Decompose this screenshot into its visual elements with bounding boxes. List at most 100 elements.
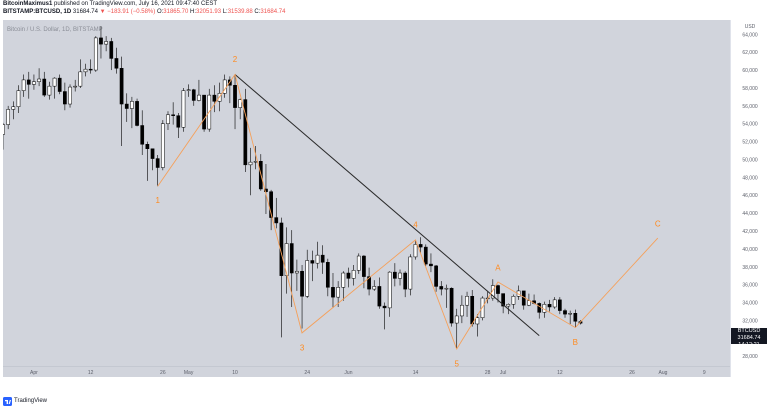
- candle: [104, 36, 108, 52]
- y-tick-label: 32,000: [742, 318, 758, 324]
- candle-body: [573, 313, 578, 322]
- close-value: 31684.74: [260, 9, 286, 15]
- candle: [351, 264, 356, 286]
- candle: [398, 269, 402, 286]
- candle: [109, 37, 114, 71]
- open-value: 31865.70: [163, 9, 189, 15]
- candle: [423, 244, 428, 266]
- wave-label: 1: [155, 196, 160, 205]
- candlestick-chart[interactable]: Bitcoin / U.S. Dollar, 1D, BITSTAMP Apr 1…: [3, 20, 730, 377]
- candle: [315, 241, 320, 269]
- candle: [341, 271, 346, 301]
- candle-body: [197, 94, 201, 101]
- candle-body: [73, 85, 78, 88]
- candle-body: [202, 94, 206, 130]
- last-price-tag: BTCUSD 31684.74 14:12:21: [731, 328, 767, 348]
- candle-body: [57, 77, 62, 92]
- candle: [166, 111, 170, 130]
- trendline-group: [234, 74, 540, 336]
- candle-body: [475, 317, 480, 325]
- publisher-line: BitcoinMaximus1 published on TradingView…: [3, 1, 217, 8]
- candle: [248, 147, 253, 196]
- y-tick-label: 28,000: [742, 354, 758, 360]
- wave-label: A: [495, 263, 501, 272]
- candle: [212, 85, 217, 113]
- candle: [140, 110, 145, 156]
- candle-body: [289, 243, 294, 274]
- y-tick-label: 50,000: [742, 157, 758, 163]
- candle: [413, 239, 418, 260]
- candle: [434, 264, 438, 292]
- footer: TradingView: [0, 394, 200, 409]
- candle-body: [387, 271, 392, 309]
- candle: [155, 155, 160, 187]
- low-label: L:: [222, 9, 228, 15]
- x-tick-label: 24: [304, 370, 310, 376]
- candle: [274, 197, 279, 229]
- publisher-name[interactable]: BitcoinMaximus1: [3, 1, 53, 7]
- plot-background: [3, 20, 730, 377]
- candle-body: [423, 246, 428, 265]
- y-tick-label: 58,000: [742, 86, 758, 92]
- candle-body: [284, 243, 289, 276]
- candle: [130, 96, 134, 129]
- candle: [573, 309, 578, 328]
- tradingview-brand[interactable]: TradingView: [14, 398, 48, 404]
- candle: [305, 249, 310, 299]
- y-ticks: 28,00030,00032,00034,00036,00038,00040,0…: [742, 32, 758, 360]
- candle-body: [37, 78, 41, 82]
- candle-body: [150, 148, 155, 159]
- candle-body: [52, 77, 57, 87]
- candle: [119, 56, 124, 147]
- candle: [42, 71, 47, 97]
- candle: [563, 308, 567, 318]
- candle: [372, 280, 377, 291]
- low-value: 31539.88: [227, 9, 253, 15]
- candle: [11, 101, 16, 120]
- candle-body: [233, 85, 237, 108]
- candle-body: [305, 260, 310, 297]
- y-tick-label: 56,000: [742, 104, 758, 110]
- candle-body: [568, 313, 573, 315]
- y-tick-label: 40,000: [742, 247, 758, 253]
- candle: [429, 253, 433, 273]
- candle: [181, 87, 186, 132]
- candle: [325, 258, 330, 297]
- candle-body: [511, 296, 516, 305]
- candle: [32, 74, 36, 90]
- currency-label: USD: [745, 24, 756, 30]
- candle-body: [119, 68, 124, 105]
- candle-body: [439, 286, 444, 290]
- x-tick-label: 12: [557, 370, 563, 376]
- candle-body: [336, 287, 340, 298]
- candle: [124, 93, 129, 122]
- candle-body: [552, 299, 557, 308]
- candle: [238, 98, 243, 120]
- price-scale[interactable]: USD 28,00030,00032,00034,00036,00038,000…: [730, 20, 768, 377]
- candle-body: [490, 285, 495, 299]
- candle-body: [68, 86, 72, 105]
- candle-body: [109, 41, 114, 59]
- candle-body: [429, 263, 433, 267]
- candle: [465, 291, 469, 317]
- chart-watermark: Bitcoin / U.S. Dollar, 1D, BITSTAMP: [7, 27, 103, 33]
- candle-body: [63, 91, 67, 105]
- wave-label: 4: [413, 220, 418, 229]
- close-label: C:: [254, 9, 261, 15]
- candle-body: [295, 270, 299, 274]
- candle: [320, 245, 325, 274]
- candle: [269, 189, 273, 231]
- candle: [387, 271, 392, 317]
- candle-body: [506, 304, 511, 307]
- candle-body: [104, 41, 108, 45]
- chart-header: BitcoinMaximus1 published on TradingView…: [0, 0, 768, 20]
- tradingview-logo-icon[interactable]: [3, 397, 12, 406]
- candle-body: [496, 285, 500, 294]
- candle-body: [274, 217, 279, 224]
- candle: [52, 77, 57, 99]
- candle: [367, 267, 371, 296]
- x-tick-label: 9: [703, 370, 706, 376]
- candle-body: [26, 79, 31, 85]
- candle-body: [418, 244, 423, 248]
- y-tick-label: 64,000: [742, 32, 758, 38]
